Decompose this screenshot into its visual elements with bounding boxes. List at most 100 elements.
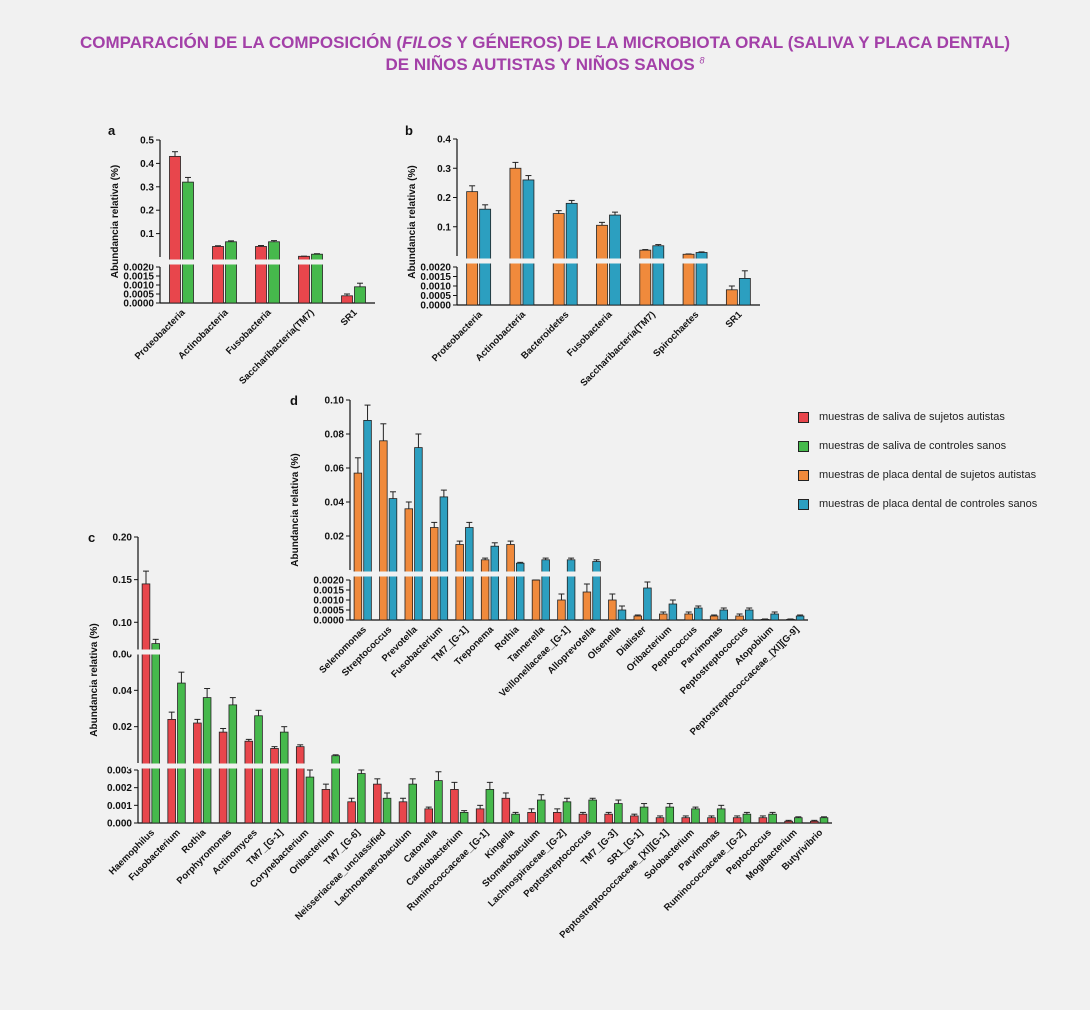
x-tick-label: Spirochaetes bbox=[651, 309, 701, 359]
figure-title-line2: DE NIÑOS AUTISTAS Y NIÑOS SANOS 8 bbox=[0, 55, 1090, 75]
bar-proteobacteria-s2 bbox=[479, 208, 492, 306]
bar-olsenella-s2 bbox=[617, 609, 627, 621]
axis-break bbox=[447, 258, 762, 264]
title-reference: 8 bbox=[699, 55, 705, 66]
y-tick-label: 0.001 bbox=[107, 801, 132, 812]
bar-atopobium-s2 bbox=[770, 613, 779, 621]
bar-lachnospiraceae-g-2--s1 bbox=[553, 812, 562, 824]
axis-break bbox=[340, 571, 810, 577]
bar-peptococcus-s2 bbox=[694, 607, 703, 621]
bar-rothia-s1 bbox=[506, 544, 515, 621]
bar-parvimonas-s1 bbox=[707, 817, 716, 824]
y-tick-label: 0.0010 bbox=[313, 596, 344, 607]
y-tick-label: 0.15 bbox=[113, 575, 133, 586]
bar-butyrivibrio-s1 bbox=[810, 820, 819, 824]
bar-veillonellaceae-g-1--s1 bbox=[557, 599, 566, 621]
y-tick-label: 0.08 bbox=[325, 430, 345, 441]
y-tick-label: 0.000 bbox=[107, 819, 132, 830]
bar-ruminococcaceae-g-1--s2 bbox=[485, 789, 495, 824]
bar-catonella-s2 bbox=[434, 780, 443, 824]
title-part-2: FILOS bbox=[402, 33, 453, 52]
bar-tannerella-s1 bbox=[531, 579, 541, 621]
panel-label: d bbox=[290, 393, 298, 408]
bar-sr1-g-1--s1 bbox=[630, 815, 639, 824]
bar-lachnospiraceae-g-2--s2 bbox=[562, 801, 572, 824]
legend-swatch bbox=[798, 469, 809, 481]
bar-fusobacteria-s1 bbox=[596, 224, 608, 306]
y-tick-label: 0.02 bbox=[325, 532, 345, 543]
y-tick-label: 0.4 bbox=[437, 135, 451, 146]
bar-lachnoanaerobaculum-s2 bbox=[408, 783, 417, 824]
bar-solobacterium-s1 bbox=[681, 817, 691, 824]
bar-kingella-s1 bbox=[501, 797, 511, 824]
bar-fusobacteria-s2 bbox=[268, 241, 280, 304]
bar-mogibacterium-s1 bbox=[784, 820, 793, 824]
y-tick-label: 0.02 bbox=[113, 722, 133, 733]
bar-actinomyces-s2 bbox=[254, 715, 263, 824]
bar-tm7-g-3--s2 bbox=[614, 803, 623, 824]
y-tick-label: 0.003 bbox=[107, 766, 132, 777]
bar-saccharibacteria-tm7--s1 bbox=[639, 249, 652, 306]
x-tick-label: SR1 bbox=[339, 307, 360, 328]
y-axis-label: Abundancia relativa (%) bbox=[407, 165, 418, 278]
bar-actinobacteria-s1 bbox=[212, 246, 224, 304]
y-tick-label: 0.4 bbox=[140, 159, 154, 170]
bar-oribacterium-s1 bbox=[659, 613, 668, 621]
y-tick-label: 0.0005 bbox=[313, 606, 344, 617]
axis-break bbox=[150, 259, 377, 265]
bar-bacteroidetes-s2 bbox=[565, 202, 578, 306]
bar-mogibacterium-s2 bbox=[794, 817, 803, 824]
bar-tm7-g-3--s1 bbox=[604, 813, 613, 824]
x-tick-label: Saccharibacteria(TM7) bbox=[237, 307, 316, 386]
bar-proteobacteria-s2 bbox=[182, 181, 194, 304]
bar-oribacterium-s1 bbox=[321, 789, 331, 824]
bar-kingella-s2 bbox=[511, 813, 520, 824]
y-axis-label: Abundancia relativa (%) bbox=[290, 453, 301, 566]
bar-prevotella-s1 bbox=[404, 508, 414, 621]
bar-neisseriaceae-unclassified-s2 bbox=[382, 797, 392, 824]
y-tick-label: 0.2 bbox=[437, 193, 451, 204]
y-tick-label: 0.0020 bbox=[313, 576, 344, 587]
bar-alloprevotella-s1 bbox=[582, 591, 592, 621]
y-tick-label: 0.10 bbox=[325, 396, 345, 407]
bar-peptostreptococcaceae-xi-g-1--s2 bbox=[665, 806, 675, 824]
bar-peptostreptococcus-s2 bbox=[744, 609, 754, 621]
bar-fusobacterium-s2 bbox=[177, 682, 186, 824]
y-tick-label: 0.0015 bbox=[123, 272, 154, 283]
bar-peptococcus-s1 bbox=[684, 613, 693, 621]
bar-catonella-s1 bbox=[424, 808, 433, 824]
bar-haemophilus-s1 bbox=[141, 583, 151, 824]
bar-fusobacterium-s2 bbox=[439, 496, 449, 621]
bar-treponema-s1 bbox=[480, 559, 490, 621]
bar-actinobacteria-s1 bbox=[509, 167, 522, 306]
bar-parvimonas-s2 bbox=[716, 808, 726, 824]
y-tick-label: 0.06 bbox=[113, 650, 133, 661]
bar-dialister-s2 bbox=[643, 587, 652, 621]
bar-porphyromonas-s1 bbox=[218, 731, 228, 824]
legend-label: muestras de saliva de sujetos autistas bbox=[819, 411, 1005, 423]
y-tick-label: 0.0005 bbox=[420, 291, 451, 302]
bar-cardiobacterium-s1 bbox=[450, 789, 459, 824]
bar-tm7-g-6--s1 bbox=[347, 801, 356, 824]
panel-label: b bbox=[405, 123, 413, 138]
legend-item-saliva-autistas: muestras de saliva de sujetos autistas bbox=[798, 408, 1005, 426]
bar-treponema-s2 bbox=[490, 545, 499, 621]
bar-sr1-s2 bbox=[738, 277, 751, 306]
bar-dialister-s1 bbox=[633, 615, 643, 621]
y-tick-label: 0.1 bbox=[140, 229, 154, 240]
y-tick-label: 0.10 bbox=[113, 618, 133, 629]
bar-sr1-s2 bbox=[354, 286, 366, 304]
legend-label: muestras de saliva de controles sanos bbox=[819, 440, 1007, 452]
panel-label: a bbox=[108, 123, 116, 138]
legend-item-saliva-sanos: muestras de saliva de controles sanos bbox=[798, 437, 1006, 455]
bar-actinomyces-s1 bbox=[244, 740, 254, 824]
bar-sr1-g-1--s2 bbox=[639, 806, 649, 824]
bar-rothia-s1 bbox=[193, 722, 202, 824]
bar-haemophilus-s2 bbox=[151, 643, 160, 824]
bar-stomatobaculum-s2 bbox=[537, 799, 546, 824]
y-tick-label: 0.0010 bbox=[420, 282, 451, 293]
bar-tm7-g-1--s1 bbox=[455, 544, 464, 621]
title-part-3: Y GÉNEROS) DE LA MICROBIOTA ORAL (SALIVA… bbox=[452, 33, 1010, 52]
y-axis-label: Abundancia relativa (%) bbox=[89, 623, 100, 736]
